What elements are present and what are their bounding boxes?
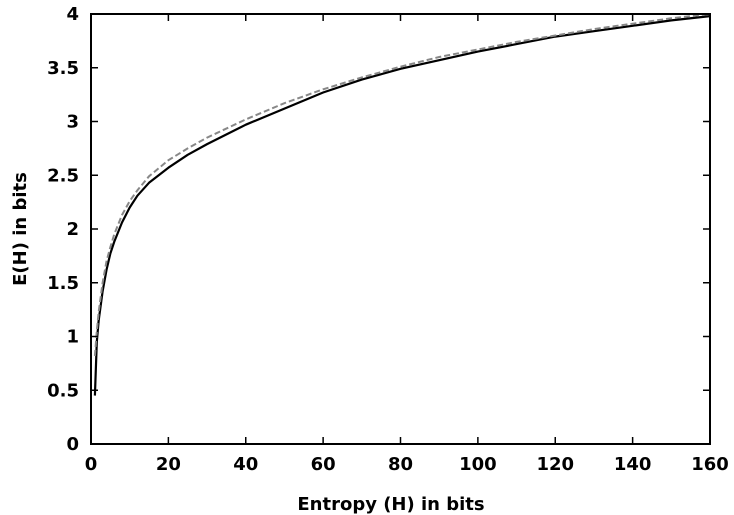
- x-tick-label: 60: [311, 454, 336, 475]
- y-tick-label: 1.5: [47, 273, 79, 294]
- x-tick-label: 40: [233, 454, 258, 475]
- x-tick-label: 160: [691, 454, 729, 475]
- plot-frame: [90, 13, 711, 445]
- series-line-1: [93, 15, 711, 396]
- axis-ticks: 0 20 40 60 80 100 120 140 160 0 0.5 1 1.5 2 2.5 3 3.5 4: [47, 4, 729, 475]
- x-tick-label: 0: [85, 454, 98, 475]
- y-tick-label: 0.5: [47, 380, 79, 401]
- x-tick-label: 80: [388, 454, 413, 475]
- y-tick-label: 1: [66, 327, 79, 348]
- y-tick-label: 3: [66, 112, 79, 133]
- x-axis-label: Entropy (H) in bits: [297, 494, 484, 515]
- y-tick-label: 2.5: [47, 165, 79, 186]
- y-tick-label: 3.5: [47, 58, 79, 79]
- plot-marks: [93, 13, 711, 396]
- x-tick-label: 20: [156, 454, 181, 475]
- y-axis-label: E(H) in bits: [10, 172, 31, 286]
- y-tick-label: 4: [66, 4, 79, 25]
- series-line-2: [93, 13, 711, 356]
- x-tick-label: 120: [536, 454, 574, 475]
- y-tick-label: 0: [66, 434, 79, 455]
- y-tick-label: 2: [66, 219, 79, 240]
- x-tick-label: 100: [459, 454, 497, 475]
- x-tick-label: 140: [614, 454, 652, 475]
